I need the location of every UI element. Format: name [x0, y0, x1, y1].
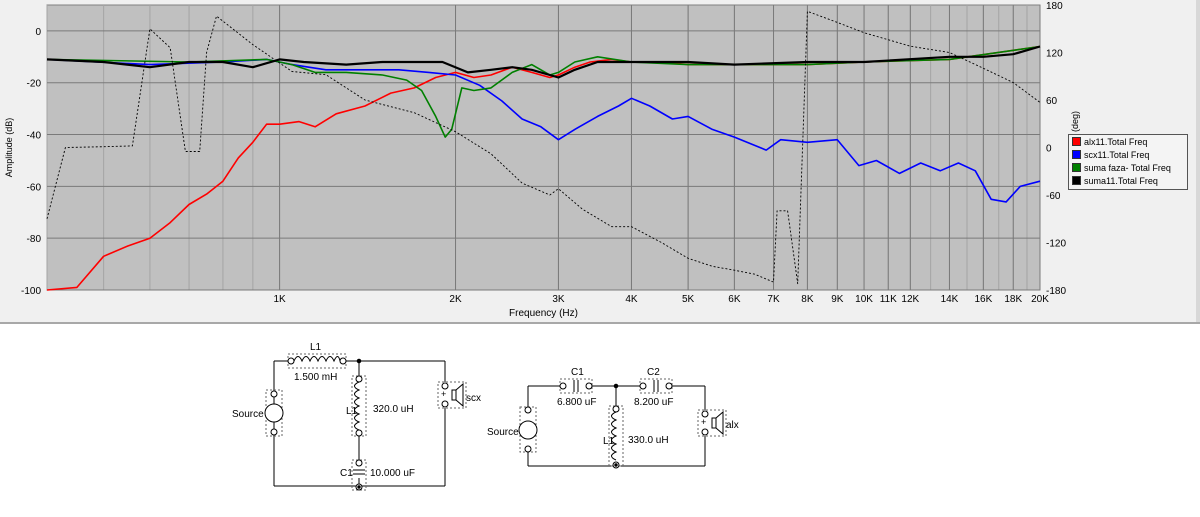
x-tick-label: 16K	[974, 294, 992, 305]
y2-tick-label: -180	[1046, 286, 1066, 297]
y2-tick-label: 120	[1046, 49, 1063, 60]
y-axis-label: Amplitude (dB)	[4, 118, 14, 178]
y-tick-label: -40	[27, 131, 42, 142]
frequency-response-chart[interactable]: 1K 2K 3K 4K 5K 6K 7K 8K 9K 10K 11K 12K 14K 16K 18K 20K 0…	[0, 0, 1200, 322]
y-tick-label: -20	[27, 79, 42, 90]
capacitor-c1-left[interactable]	[351, 459, 367, 491]
source-left[interactable]	[264, 389, 284, 437]
x-tick-label: 1K	[273, 294, 286, 305]
l1-right-name: L1	[603, 436, 615, 447]
x-tick-label: 6K	[728, 294, 741, 305]
speaker-scx-plus: +	[441, 389, 446, 399]
legend-swatch-blue-icon	[1072, 150, 1081, 159]
x-tick-label: 7K	[767, 294, 780, 305]
major-grid	[279, 5, 1041, 290]
l1-shunt-name: L1	[346, 406, 358, 417]
c1-right-value: 6.800 uF	[557, 397, 596, 408]
speaker-scx-label: scx	[466, 393, 481, 404]
x-tick-label: 8K	[801, 294, 814, 305]
l1-series-value: 1.500 mH	[294, 372, 337, 383]
source-right-label: Source	[487, 427, 519, 438]
legend-label: suma faza- Total Freq	[1084, 162, 1171, 173]
c1-left-value: 10.000 uF	[370, 468, 415, 479]
speaker-alx-label: alx	[726, 420, 739, 431]
y2-tick-label: -120	[1046, 239, 1066, 250]
x-tick-label: 3K	[552, 294, 565, 305]
inductor-l1-shunt[interactable]	[351, 375, 367, 437]
right-circuit	[527, 383, 706, 467]
legend-swatch-green-icon	[1072, 163, 1081, 172]
c2-right-value: 8.200 uF	[634, 397, 673, 408]
y2-tick-label: 0	[1046, 144, 1052, 155]
series-line-2	[46, 45, 1041, 138]
legend-swatch-red-icon	[1072, 137, 1081, 146]
y-tick-label: -60	[27, 182, 42, 193]
x-tick-label: 20K	[1031, 294, 1049, 305]
window-edge	[1196, 0, 1200, 322]
y2-tick-label: 60	[1046, 96, 1058, 107]
legend-label: suma11.Total Freq	[1084, 175, 1158, 186]
legend-item-suma11[interactable]: suma11.Total Freq	[1069, 174, 1187, 187]
speaker-alx[interactable]	[697, 409, 727, 437]
x-tick-label: 5K	[682, 294, 695, 305]
capacitor-c1-right[interactable]	[559, 378, 593, 394]
legend-label: scx11.Total Freq	[1084, 149, 1150, 160]
inductor-l1-series[interactable]	[287, 353, 347, 369]
legend-item-alx11[interactable]: alx11.Total Freq	[1069, 135, 1187, 148]
legend-swatch-black-icon	[1072, 176, 1081, 185]
legend-item-scx11[interactable]: scx11.Total Freq	[1069, 148, 1187, 161]
source-right[interactable]	[518, 406, 538, 453]
x-tick-label: 18K	[1004, 294, 1022, 305]
x-tick-label: 4K	[625, 294, 638, 305]
graph-panel: 1K 2K 3K 4K 5K 6K 7K 8K 9K 10K 11K 12K 14K 16K 18K 20K 0…	[0, 0, 1200, 322]
x-tick-label: 10K	[855, 294, 873, 305]
x-tick-label: 11K	[880, 294, 897, 305]
y2-tick-label: 180	[1046, 1, 1063, 12]
series-line-1	[46, 58, 1041, 203]
c1-left-name: C1	[340, 468, 353, 479]
c2-right-name: C2	[647, 367, 660, 378]
y-tick-label: -100	[21, 286, 41, 297]
plot-area	[46, 4, 1041, 291]
x-axis-label: Frequency (Hz)	[509, 308, 578, 319]
x-tick-label: 14K	[941, 294, 959, 305]
y-tick-label: -80	[27, 234, 42, 245]
speaker-scx[interactable]	[437, 381, 467, 409]
schematic-panel: L1 1.500 mH L1 320.0 uH C1 10.000 uF	[0, 322, 1200, 517]
series-line-3	[46, 45, 1041, 79]
capacitor-c2-right[interactable]	[639, 378, 673, 394]
x-tick-label: 2K	[449, 294, 462, 305]
y-tick-label: 0	[35, 27, 41, 38]
l1-right-value: 330.0 uH	[628, 435, 669, 446]
l1-shunt-value: 320.0 uH	[373, 404, 414, 415]
source-left-label: Source	[232, 409, 264, 420]
legend[interactable]: alx11.Total Freq scx11.Total Freq suma f…	[1068, 134, 1188, 190]
legend-label: alx11.Total Freq	[1084, 136, 1148, 147]
l1-series-name: L1	[310, 342, 322, 353]
legend-item-suma-faza[interactable]: suma faza- Total Freq	[1069, 161, 1187, 174]
crossover-schematic: L1 1.500 mH L1 320.0 uH C1 10.000 uF	[232, 342, 739, 491]
speaker-alx-plus: +	[701, 417, 706, 427]
x-tick-label: 12K	[901, 294, 919, 305]
x-tick-label: 9K	[831, 294, 844, 305]
c1-right-name: C1	[571, 367, 584, 378]
y2-tick-label: -60	[1046, 191, 1061, 202]
inductor-l1-right[interactable]	[608, 405, 624, 469]
